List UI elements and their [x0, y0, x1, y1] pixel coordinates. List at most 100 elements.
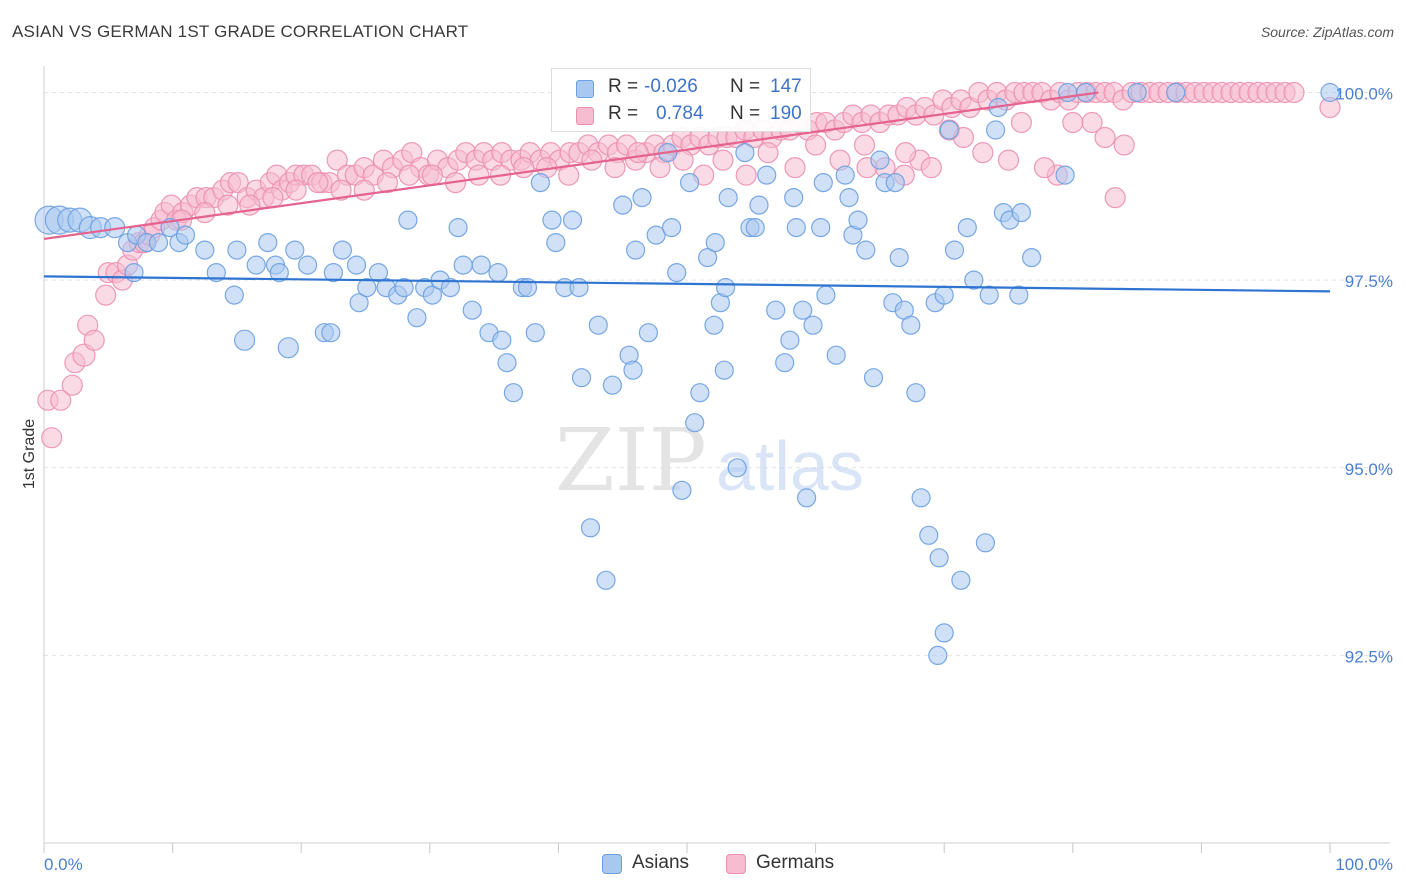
asians-r-value: -0.026: [644, 76, 698, 97]
asians-point: [811, 218, 831, 238]
y-axis-label: 1st Grade: [21, 419, 38, 489]
asians-point: [863, 368, 884, 388]
germans-trend-line: [43, 91, 1099, 240]
asians-point: [602, 375, 623, 395]
germans-point: [894, 142, 917, 164]
germans-n-label: N =: [730, 103, 761, 124]
asians-n-label: N =: [730, 76, 761, 97]
asians-point: [826, 345, 846, 365]
asians-point: [588, 315, 608, 335]
germans-point: [262, 187, 284, 209]
germans-point: [330, 179, 352, 201]
asians-point: [258, 233, 278, 253]
asians-point: [1320, 82, 1340, 103]
asians-point: [901, 315, 921, 335]
germans-point: [735, 164, 757, 186]
asians-point: [124, 263, 144, 283]
germans-point: [41, 427, 63, 449]
asians-point: [1055, 165, 1075, 185]
germans-point: [50, 389, 72, 411]
germans-point: [72, 343, 96, 367]
asians-point: [735, 143, 755, 163]
asians-point: [661, 218, 682, 238]
legend-swatch-asians: [602, 854, 622, 874]
asians-point: [870, 150, 890, 170]
asians-point: [718, 188, 738, 208]
asians-point: [357, 278, 377, 298]
asians-point: [623, 360, 643, 380]
asians-swatch: [576, 80, 594, 98]
asians-point: [398, 210, 418, 230]
asians-point: [1009, 285, 1029, 305]
asians-point: [332, 240, 352, 260]
asians-point: [934, 285, 954, 305]
asians-point: [175, 225, 196, 245]
asians-point: [704, 315, 724, 335]
germans-point: [468, 164, 490, 186]
asians-point: [1011, 203, 1032, 223]
asians-point: [685, 413, 705, 433]
germans-point: [61, 374, 83, 396]
asians-point: [985, 120, 1006, 140]
asians-point: [488, 263, 508, 283]
asians-point: [580, 518, 601, 538]
asians-point: [1166, 82, 1186, 103]
asians-point: [638, 323, 659, 343]
asians-point: [715, 278, 736, 298]
asians-point: [796, 488, 817, 508]
asians-point: [1127, 82, 1147, 103]
stats-row-germans: R = 0.784 N = 190: [552, 100, 810, 128]
germans-point: [1104, 187, 1126, 209]
asians-r-label: R =: [608, 76, 639, 97]
chart-title: ASIAN VS GERMAN 1ST GRADE CORRELATION CH…: [12, 22, 469, 41]
asians-point: [690, 383, 710, 403]
asians-point: [562, 210, 583, 230]
germans-point: [1062, 111, 1084, 134]
asians-point: [1021, 248, 1042, 268]
watermark: ZIP atlas: [555, 411, 864, 511]
asians-point: [234, 329, 256, 351]
asians-point: [816, 285, 836, 305]
asians-point: [957, 218, 977, 238]
tick-labels: 100.0% 97.5% 95.0% 92.5% 0.0% 100.0%: [44, 85, 1393, 874]
germans-r-label: R =: [608, 103, 639, 124]
germans-point: [1081, 111, 1103, 134]
asians-trend-line: [43, 275, 1331, 293]
germans-point: [920, 157, 942, 179]
germans-point: [784, 157, 806, 179]
asians-point: [269, 263, 289, 283]
germans-point: [194, 202, 216, 224]
asians-point: [440, 278, 460, 298]
germans-swatch: [576, 107, 594, 125]
germans-point: [997, 149, 1020, 171]
y-tick-label: 100.0%: [1335, 85, 1393, 104]
asians-point: [697, 248, 718, 268]
asians-point: [195, 240, 215, 260]
y-tick-label: 92.5%: [1345, 647, 1393, 666]
asians-point: [542, 210, 562, 230]
asians-point: [928, 645, 948, 666]
germans-point: [513, 157, 535, 179]
axes: [43, 66, 1390, 853]
asians-point: [672, 480, 692, 500]
asians-point: [321, 323, 341, 343]
germans-point: [853, 134, 876, 156]
asians-point: [497, 353, 517, 373]
asians-point: [944, 240, 965, 260]
asians-point: [803, 315, 823, 335]
germans-point: [326, 149, 348, 171]
asians-point: [1058, 82, 1078, 103]
asians-point: [714, 360, 734, 380]
germans-point: [712, 149, 734, 171]
germans-series: [37, 81, 1341, 449]
asians-series: [34, 82, 1340, 666]
x-tick-label-left: 0.0%: [44, 855, 83, 874]
asians-point: [492, 330, 512, 350]
asians-point: [224, 285, 244, 305]
asians-point: [780, 330, 800, 350]
legend-label-germans: Germans: [756, 852, 835, 873]
asians-point: [939, 120, 959, 140]
asians-point: [298, 255, 318, 275]
asians-point: [646, 225, 666, 245]
